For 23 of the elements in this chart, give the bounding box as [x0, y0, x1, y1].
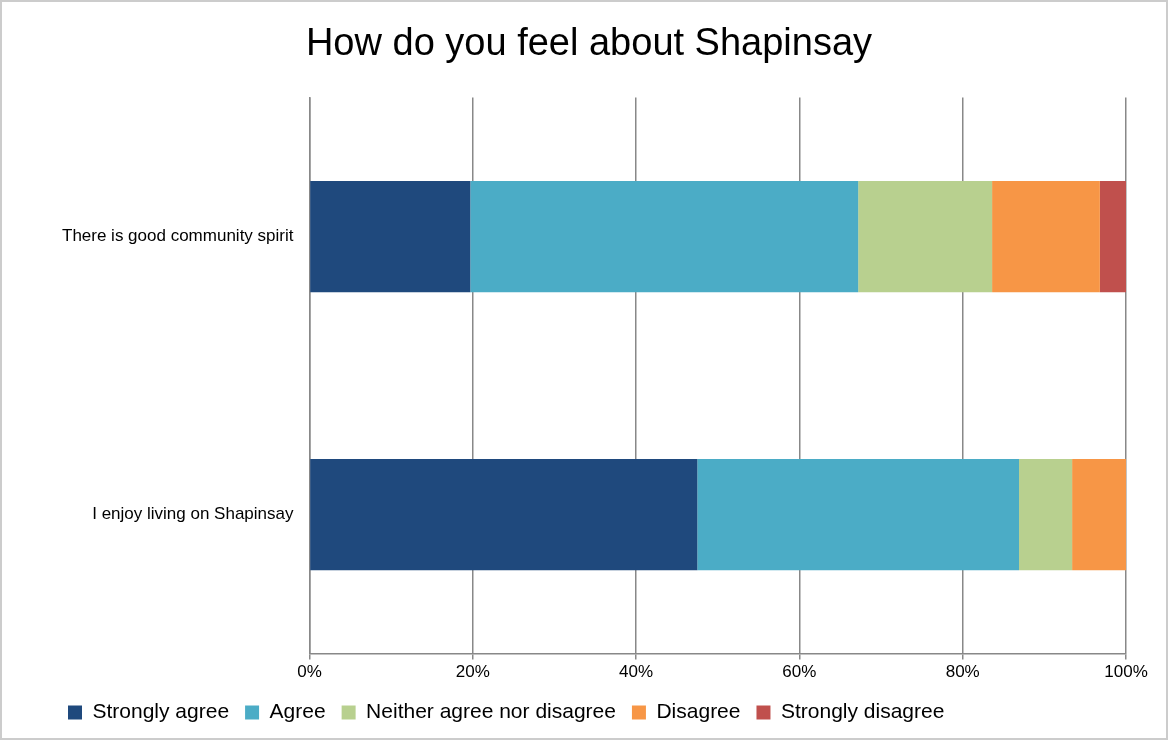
x-tick-label: 40% [619, 662, 654, 682]
legend-label: Strongly disagree [780, 699, 945, 723]
bar [992, 181, 1100, 293]
legend-label: Disagree [656, 699, 741, 723]
y-tick-label: There is good community spirit [61, 226, 294, 246]
bar [697, 459, 1020, 571]
chart-title: How do you feel about Shapinsay [305, 21, 873, 64]
bar [858, 181, 993, 293]
x-tick-label: 20% [455, 662, 490, 682]
bar [1099, 181, 1126, 293]
x-tick-label: 100% [1104, 662, 1148, 682]
bar [1019, 459, 1073, 571]
legend-label: Neither agree nor disagree [366, 699, 616, 723]
legend-label: Strongly agree [92, 699, 230, 723]
x-tick-label: 80% [945, 662, 980, 682]
y-tick-label: I enjoy living on Shapinsay [92, 504, 294, 524]
legend-label: Agree [269, 699, 326, 723]
bar [470, 181, 859, 293]
bar [310, 181, 471, 293]
bar [1072, 459, 1126, 571]
x-tick-label: 60% [782, 662, 817, 682]
x-tick-label: 0% [297, 662, 322, 682]
bar [310, 459, 698, 571]
